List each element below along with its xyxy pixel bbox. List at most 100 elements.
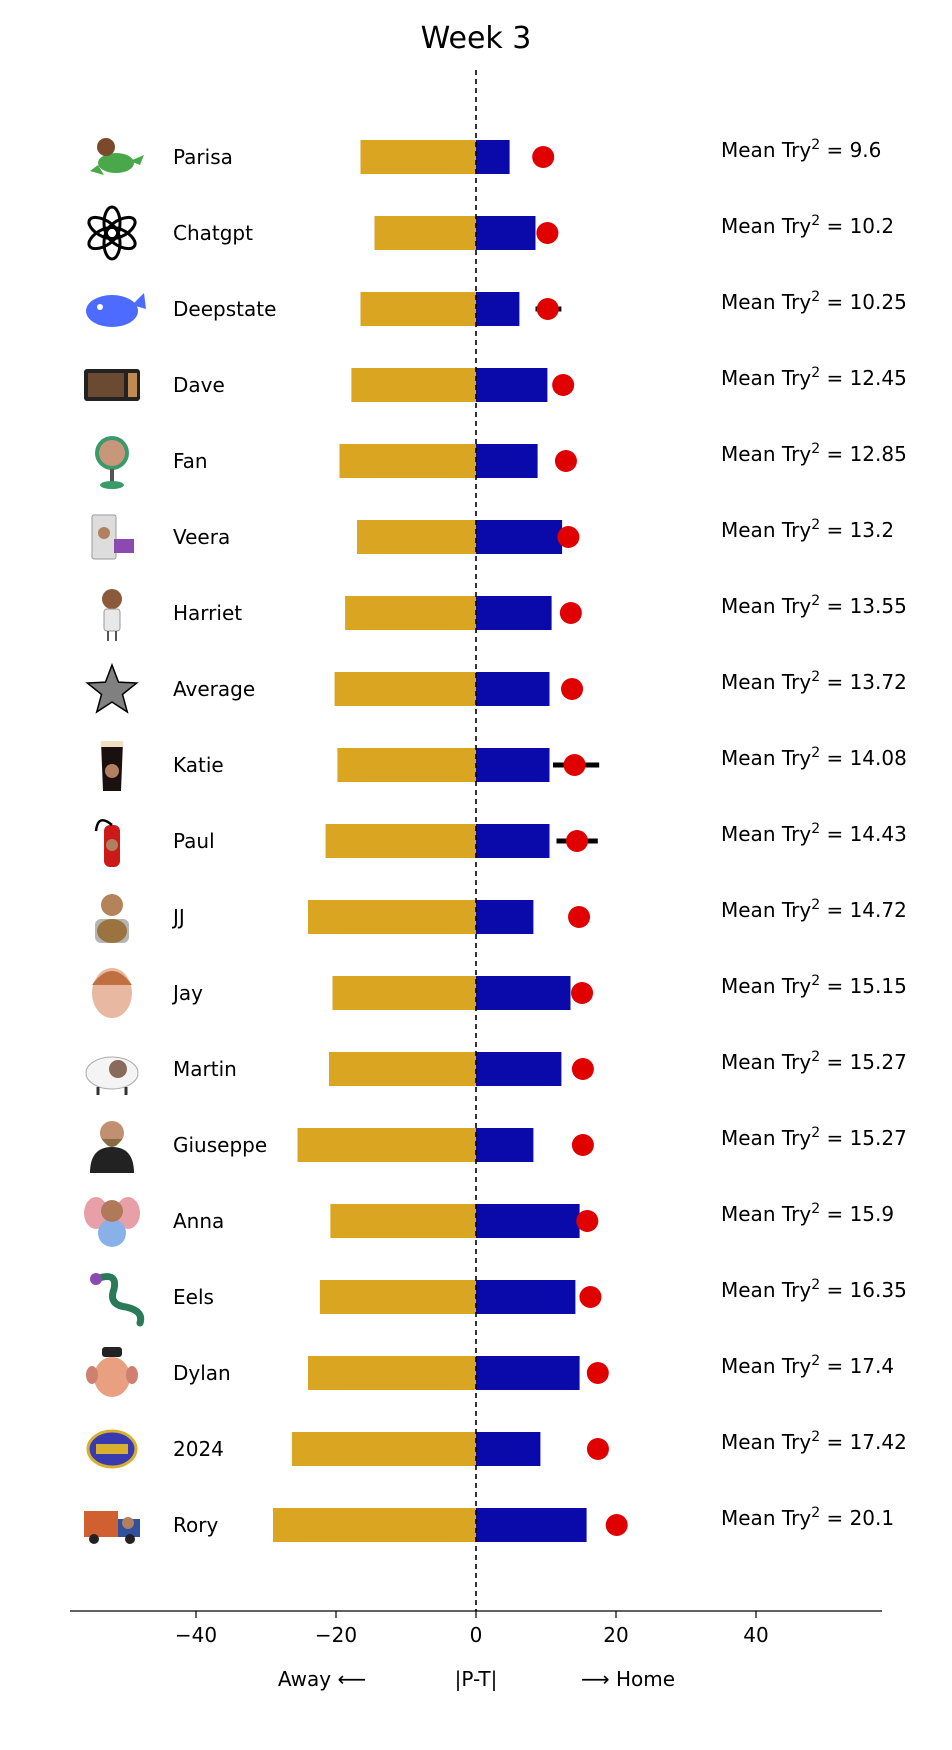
home-bar (476, 444, 538, 478)
row-name: Deepstate (173, 297, 276, 321)
mean-marker (559, 602, 582, 624)
dino-leg (90, 165, 104, 175)
potato-head-icon (86, 1347, 138, 1397)
mean-marker (586, 1362, 609, 1384)
elephant-face (101, 1200, 123, 1222)
away-bar (273, 1508, 476, 1542)
x-label-home: ⟶ Home (581, 1667, 675, 1691)
sheep-face (109, 1060, 127, 1078)
row-name: Harriet (173, 601, 242, 625)
row-2024: 2024 Mean Try2 = 17.42 (86, 1429, 907, 1469)
row-dylan: Dylan Mean Try2 = 17.4 (86, 1347, 894, 1397)
badge-2024-icon (86, 1429, 138, 1469)
mean-marker (579, 1286, 602, 1308)
man-body (90, 1147, 134, 1173)
mean-try-label: Mean Try2 = 14.08 (721, 745, 907, 770)
home-bar (476, 1280, 576, 1314)
row-name: Parisa (173, 145, 233, 169)
mean-try-label: Mean Try2 = 15.27 (721, 1125, 907, 1150)
fan-stand (110, 469, 114, 483)
eel-icon (90, 1273, 145, 1327)
computer-icon (91, 514, 134, 560)
mean-try-label: Mean Try2 = 13.72 (721, 669, 907, 694)
row-name: Average (173, 677, 255, 701)
away-bar (360, 140, 476, 174)
away-bar (325, 824, 476, 858)
home-bar (476, 1128, 534, 1162)
mean-marker (563, 754, 586, 776)
face-hair (92, 971, 132, 985)
fan-base (100, 481, 124, 489)
mean-marker (568, 906, 591, 928)
x-label-away: Away ⟵ (278, 1667, 366, 1691)
row-name: Dylan (173, 1361, 231, 1385)
row-harriet: Harriet Mean Try2 = 13.55 (102, 589, 907, 641)
home-bar (476, 216, 536, 250)
mean-try-label: Mean Try2 = 15.27 (721, 1049, 907, 1074)
sheep-icon (85, 1056, 139, 1095)
x-tick-label: 20 (603, 1623, 628, 1647)
mean-try-label: Mean Try2 = 14.72 (721, 897, 907, 922)
row-name: Anna (173, 1209, 224, 1233)
away-bar (351, 368, 476, 402)
elephant-ear (84, 1197, 108, 1229)
potato-ear (126, 1366, 138, 1384)
microwave-window (88, 373, 124, 397)
mean-try-label: Mean Try2 = 12.85 (721, 441, 907, 466)
row-name: 2024 (173, 1437, 224, 1461)
mean-marker (532, 146, 555, 168)
person-head (101, 894, 123, 916)
away-bar (308, 1356, 476, 1390)
away-bar (332, 976, 476, 1010)
away-bar (360, 292, 476, 326)
mean-marker (576, 1210, 599, 1232)
person-body (103, 608, 121, 632)
x-tick-label: −40 (175, 1623, 217, 1647)
home-bar (476, 520, 563, 554)
mean-try-label: Mean Try2 = 20.1 (721, 1505, 894, 1530)
row-fan: Fan Mean Try2 = 12.85 (95, 436, 907, 489)
away-bar (357, 520, 476, 554)
truck-cargo (84, 1511, 118, 1537)
star-icon (85, 662, 139, 714)
x-axis: −40 −20 0 20 40 Away ⟵ |P-T| ⟶ Home (70, 1610, 882, 1691)
row-name: Chatgpt (173, 221, 253, 245)
person-with-dog-icon (95, 894, 129, 943)
home-bar (476, 1052, 562, 1086)
microwave-icon (84, 369, 140, 401)
x-label-center: |P-T| (455, 1667, 498, 1691)
truck-icon (84, 1511, 140, 1544)
row-paul: Paul Mean Try2 = 14.43 (94, 818, 907, 867)
person-icon (102, 589, 122, 641)
potato-body (94, 1357, 130, 1397)
openai-logo-icon (87, 205, 137, 261)
row-name: Katie (173, 753, 224, 777)
row-dave: Dave Mean Try2 = 12.45 (84, 365, 907, 402)
chart-title: Week 3 (421, 21, 532, 56)
away-bar (330, 1204, 476, 1238)
dinosaur-icon (90, 138, 144, 175)
mean-marker (557, 526, 580, 548)
mean-try-label: Mean Try2 = 14.43 (721, 821, 907, 846)
dog (97, 919, 127, 943)
man-beard (102, 1139, 122, 1147)
row-name: Paul (173, 829, 215, 853)
row-deepstate: Deepstate Mean Try2 = 10.25 (86, 289, 907, 327)
badge-band (96, 1444, 128, 1454)
x-tick-label: 40 (743, 1623, 768, 1647)
eel-body (92, 1273, 145, 1327)
row-name: Giuseppe (173, 1133, 267, 1157)
whale-icon (86, 293, 146, 327)
mean-marker (571, 982, 594, 1004)
mean-try-label: Mean Try2 = 15.9 (721, 1201, 894, 1226)
logo-petal (87, 215, 120, 241)
row-name: Rory (173, 1513, 218, 1537)
eel-head (90, 1273, 102, 1285)
extinguisher-face (106, 839, 118, 851)
bearded-man-icon (90, 1121, 134, 1173)
x-tick-label: 0 (470, 1623, 483, 1647)
row-giuseppe: Giuseppe Mean Try2 = 15.27 (90, 1121, 907, 1173)
row-name: Eels (173, 1285, 214, 1309)
mean-try-label: Mean Try2 = 15.15 (721, 973, 907, 998)
mean-marker (605, 1514, 628, 1536)
